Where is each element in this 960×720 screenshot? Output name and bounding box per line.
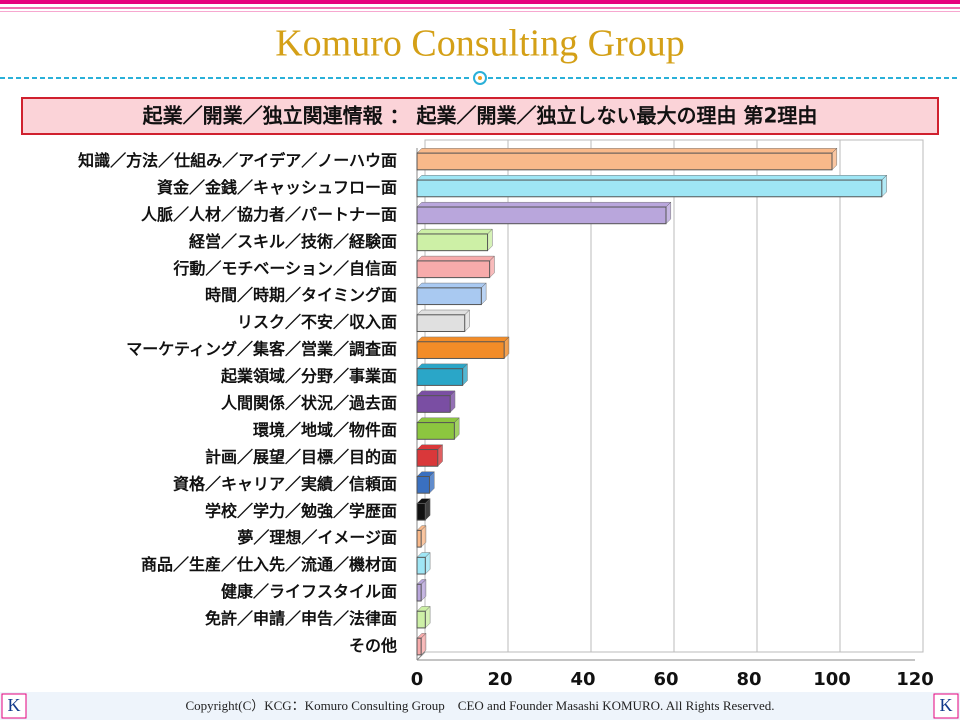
y-tick-label: 資金／金銭／キャッシュフロー面 <box>157 178 397 197</box>
y-tick-label: 環境／地域／物件面 <box>253 420 397 439</box>
x-tick-label: 60 <box>653 669 678 690</box>
y-tick-label: その他 <box>349 636 397 655</box>
y-tick-label: 行動／モチベーション／自信面 <box>172 259 397 278</box>
y-tick-label: 学校／学力／勉強／学歴面 <box>205 501 397 520</box>
bar <box>416 502 426 521</box>
y-tick-label: 起業領域／分野／事業面 <box>220 367 397 386</box>
y-tick-label: 免許／申請／申告／法律面 <box>205 609 397 628</box>
y-tick-label: リスク／不安／収入面 <box>237 313 397 332</box>
axis-floor <box>416 651 426 661</box>
y-tick-label: 人間関係／状況／過去面 <box>221 394 397 413</box>
bar <box>416 529 422 548</box>
bar <box>416 556 426 575</box>
bar <box>416 314 466 333</box>
x-tick-label: 80 <box>736 669 761 690</box>
logo-box <box>1 693 27 719</box>
bar-top <box>416 148 838 154</box>
chart-title: 起業／開業／独立関連情報 ： 起業／開業／独立しない最大の理由 第2理由 <box>142 104 818 128</box>
y-tick-label: 商品／生産／仕入先／流通／機材面 <box>141 555 397 574</box>
copyright: Copyright(C）KCG：Komuro Consulting Group … <box>186 698 775 713</box>
footer-band <box>0 692 960 720</box>
bar <box>416 206 667 225</box>
bar-top <box>416 201 672 208</box>
top-stripe <box>0 11 960 12</box>
logo-box <box>933 693 959 719</box>
y-tick-label: マーケティング／集客／営業／調査面 <box>126 340 397 359</box>
bar-top <box>416 282 487 289</box>
x-tick-label: 40 <box>570 669 595 690</box>
bar <box>416 395 451 413</box>
bar <box>416 368 464 386</box>
bar-top <box>416 417 460 423</box>
y-tick-label: 知識／方法／仕組み／アイデア／ノーハウ面 <box>78 151 397 170</box>
bar <box>416 610 426 629</box>
logo: K <box>940 695 953 715</box>
bar <box>416 449 439 467</box>
divider-dot <box>478 76 482 80</box>
y-tick-label: 計画／展望／目標／目的面 <box>205 447 397 466</box>
brand-title: Komuro Consulting Group <box>275 23 685 65</box>
top-stripe <box>0 7 960 9</box>
bar <box>416 583 422 602</box>
bar-top <box>416 363 469 369</box>
bar <box>416 152 833 171</box>
bar-top <box>416 228 493 235</box>
y-tick-label: 夢／理想／イメージ面 <box>237 528 397 547</box>
y-tick-label: 資格／キャリア／実績／信頼面 <box>173 474 397 493</box>
x-tick-label: 20 <box>487 669 512 690</box>
x-tick-label: 100 <box>813 669 851 690</box>
bar-top <box>416 336 510 343</box>
bar <box>416 260 491 279</box>
subtitle-box <box>21 97 939 135</box>
bar-top <box>416 175 888 181</box>
y-tick-label: 健康／ライフスタイル面 <box>221 582 397 601</box>
bar-top <box>416 390 456 396</box>
bar <box>416 341 505 359</box>
y-tick-label: 時間／時期／タイミング面 <box>205 286 397 305</box>
bar <box>416 233 489 252</box>
logo: K <box>8 695 21 715</box>
bar <box>416 287 482 306</box>
bar <box>416 179 883 198</box>
bar <box>416 475 430 494</box>
y-tick-label: 経営／スキル／技術／経験面 <box>189 232 397 251</box>
top-stripe <box>0 0 960 4</box>
bar <box>416 637 422 656</box>
y-tick-label: 人脈／人材／協力者／パートナー面 <box>141 205 397 224</box>
x-tick-label: 0 <box>411 669 424 690</box>
bar-top <box>416 255 496 262</box>
bar <box>416 422 455 440</box>
bar-top <box>416 309 471 316</box>
x-tick-label: 120 <box>896 669 934 690</box>
